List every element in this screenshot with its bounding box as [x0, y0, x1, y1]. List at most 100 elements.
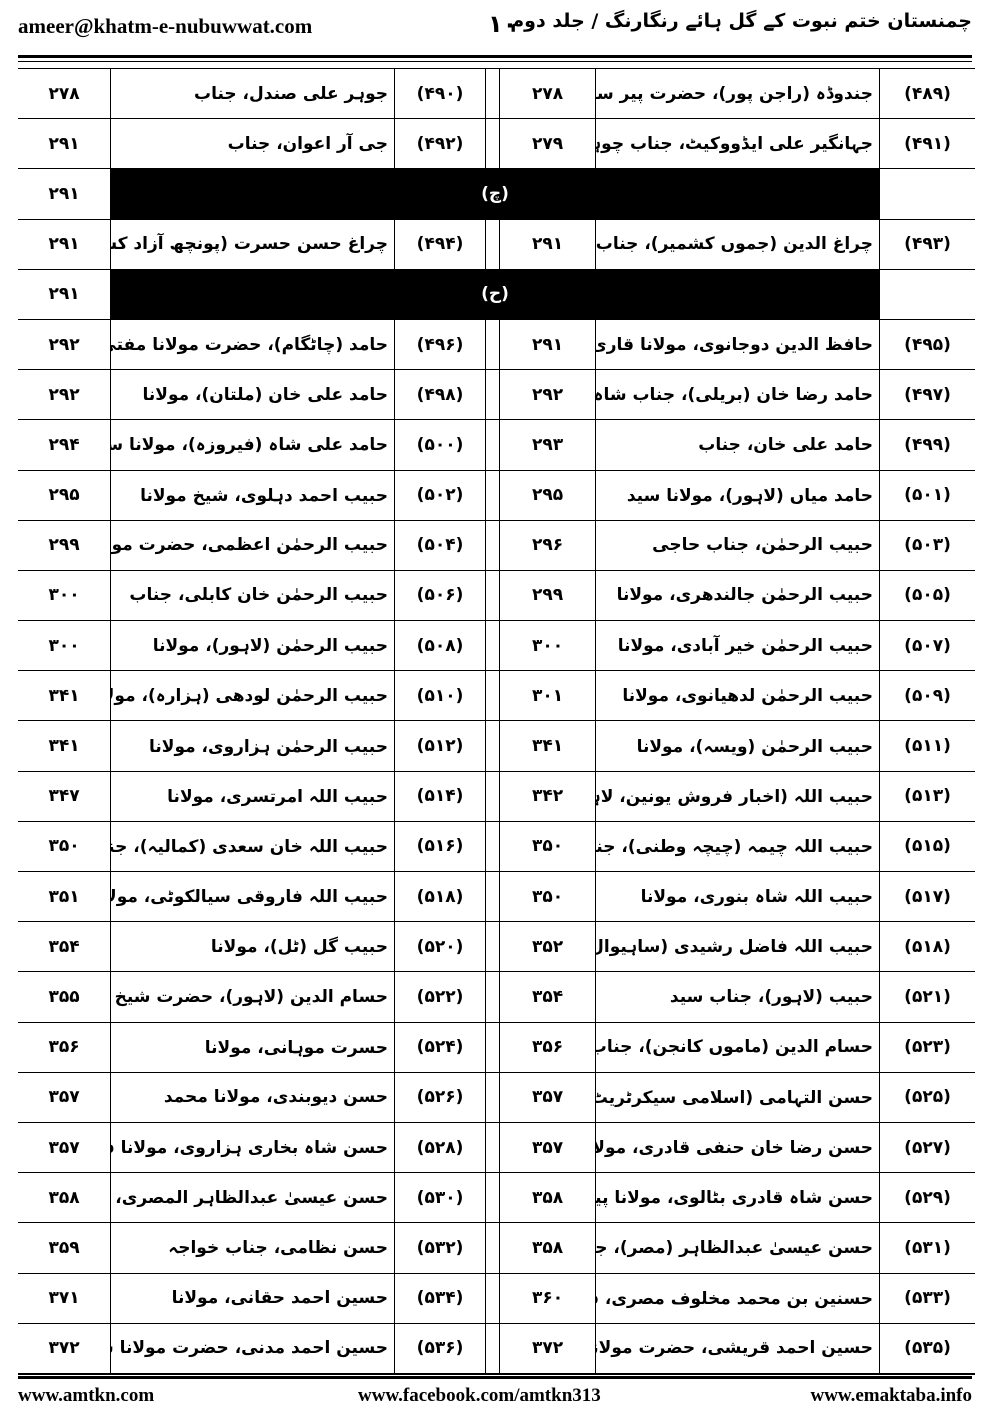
entry-name: حامد علی شاہ (فیروزہ)، مولانا سید	[110, 420, 395, 471]
page-ref: ۲۹۶	[500, 521, 595, 571]
column-separator	[485, 872, 500, 923]
entry-number: (۵۰۹)	[880, 671, 975, 722]
entry-number: (۵۰۸)	[395, 621, 485, 672]
entry-number: (۵۰۴)	[395, 521, 485, 571]
column-separator	[485, 69, 500, 120]
column-separator	[485, 119, 500, 170]
page-ref: ۳۵۰	[500, 872, 595, 923]
entry-number: (۵۰۱)	[880, 471, 975, 521]
entry-name: حسن عیسیٰ عبدالظاہر المصری، جناب	[110, 1173, 395, 1224]
entry-number: (۵۲۹)	[880, 1173, 975, 1224]
page-ref: ۳۵۰	[18, 822, 110, 872]
entry-number: (۵۲۰)	[395, 922, 485, 973]
page-ref: ۳۵۱	[18, 872, 110, 923]
entry-number: (۵۳۵)	[880, 1324, 975, 1374]
entry-name: حبیب الرحمٰن خان کابلی، جناب	[110, 570, 395, 622]
entry-name: جوہر علی صندل، جناب	[110, 69, 395, 120]
book-title: چمنستان ختم نبوت کے گل ہائے رنگارنگ / جل…	[510, 10, 972, 32]
header-rule	[18, 61, 972, 62]
entry-name: حبیب (لاہور)، جناب سید	[595, 972, 880, 1023]
entry-number: (۵۱۸)	[880, 922, 975, 973]
entry-name: حسین احمد قریشی، حضرت مولانا حافظ	[595, 1323, 880, 1374]
entry-number: (۵۰۲)	[395, 471, 485, 521]
entry-name: حسن رضا خان حنفی قادری، مولانا	[595, 1122, 880, 1174]
page-ref: ۲۷۸	[500, 69, 595, 120]
entry-number: (۵۳۰)	[395, 1173, 485, 1224]
entry-number: (۵۲۳)	[880, 1023, 975, 1073]
column-separator	[485, 1173, 500, 1224]
entry-number: (۴۹۷)	[880, 370, 975, 421]
entry-name: حسن دیوبندی، مولانا محمد	[110, 1072, 395, 1123]
entry-name: حسن شاہ قادری بٹالوی، مولانا پیر	[595, 1173, 880, 1224]
page-ref: ۳۵۲	[500, 922, 595, 973]
entry-name: حبیب اللہ فاروقی سیالکوٹی، مولانا مفتی	[110, 872, 395, 923]
entry-number: (۴۹۳)	[880, 220, 975, 270]
page-ref: ۳۵۷	[500, 1073, 595, 1123]
entry-name: حبیب احمد دہلوی، شیخ مولانا	[110, 470, 395, 521]
entry-number: (۴۹۲)	[395, 119, 485, 170]
entry-number: (۴۹۱)	[880, 119, 975, 170]
page-ref: ۲۹۲	[500, 370, 595, 421]
page-ref: ۳۴۷	[18, 772, 110, 822]
page-ref: ۳۵۸	[500, 1173, 595, 1224]
entry-number: (۵۲۶)	[395, 1073, 485, 1123]
entry-number: (۵۱۳)	[880, 772, 975, 822]
column-separator	[485, 520, 500, 571]
page-ref: ۲۹۱	[18, 119, 110, 170]
footer-link: www.amtkn.com	[18, 1385, 155, 1406]
entry-number: (۴۹۹)	[880, 420, 975, 471]
column-separator	[485, 821, 500, 872]
entry-number: (۵۱۰)	[395, 671, 485, 722]
entry-name: حسن التہامی (اسلامی سیکرٹریٹ)، جناب	[595, 1072, 880, 1123]
entry-number: (۵۱۷)	[880, 872, 975, 923]
entry-number: (۴۹۸)	[395, 370, 485, 421]
column-separator	[485, 319, 500, 371]
column-separator	[485, 721, 500, 772]
entry-number: (۵۱۸)	[395, 872, 485, 923]
page-ref: ۲۹۱	[500, 320, 595, 371]
column-separator	[485, 621, 500, 672]
entry-name: حبیب الرحمٰن، جناب حاجی	[595, 520, 880, 571]
entry-name: جہانگیر علی ایڈووکیٹ، جناب چوہدری	[595, 119, 880, 170]
section-letter: (چ)	[110, 169, 880, 220]
footer-link: www.facebook.com/amtkn313	[358, 1385, 601, 1406]
column-separator	[485, 570, 500, 622]
page-ref: ۳۵۶	[500, 1023, 595, 1073]
entry-name: حامد (چاٹگام)، حضرت مولانا مفتی	[110, 319, 395, 371]
page-ref: ۲۹۹	[500, 571, 595, 622]
page-ref: ۳۵۸	[500, 1223, 595, 1274]
page-ref: ۳۵۷	[18, 1123, 110, 1174]
column-separator	[485, 1022, 500, 1073]
entry-name: حبیب اللہ امرتسری، مولانا	[110, 771, 395, 822]
entry-number: (۵۲۲)	[395, 972, 485, 1023]
page-ref: ۲۹۳	[500, 420, 595, 471]
page-ref: ۲۹۵	[500, 471, 595, 521]
entry-number: (۵۲۴)	[395, 1023, 485, 1073]
column-separator	[485, 1323, 500, 1374]
page-ref: ۳۵۹	[18, 1223, 110, 1274]
entry-number: (۴۹۰)	[395, 69, 485, 120]
page-ref: ۳۷۱	[18, 1274, 110, 1324]
page-ref: ۲۹۹	[18, 521, 110, 571]
entry-number: (۵۳۲)	[395, 1223, 485, 1274]
page-ref: ۳۷۲	[500, 1324, 595, 1374]
entry-name: حسنین بن محمد مخلوف مصری، فضیلۃ الشیخ مف…	[595, 1273, 880, 1324]
entry-number: (۵۰۵)	[880, 571, 975, 622]
page-ref: ۲۹۱	[500, 220, 595, 270]
entry-name: حبیب اللہ فاضل رشیدی (ساہیوال)، مولانا	[595, 922, 880, 973]
entry-name: حسام الدین (لاہور)، حضرت شیخ	[110, 972, 395, 1023]
entry-name: حبیب الرحمٰن (ویسہ)، مولانا	[595, 721, 880, 772]
page-ref: ۳۵۴	[18, 922, 110, 973]
entry-number: (۵۰۳)	[880, 521, 975, 571]
column-separator	[485, 671, 500, 722]
entry-name: حسین احمد حقانی، مولانا	[110, 1273, 395, 1324]
column-separator	[485, 370, 500, 421]
column-separator	[485, 1273, 500, 1324]
column-separator	[485, 922, 500, 973]
entry-number: (۵۳۴)	[395, 1274, 485, 1324]
entry-name: حامد رضا خان (بریلی)، جناب شاہ	[595, 370, 880, 421]
page-ref: ۳۰۰	[500, 621, 595, 672]
page-ref: ۳۶۰	[500, 1274, 595, 1324]
page-ref: ۳۴۱	[18, 721, 110, 772]
